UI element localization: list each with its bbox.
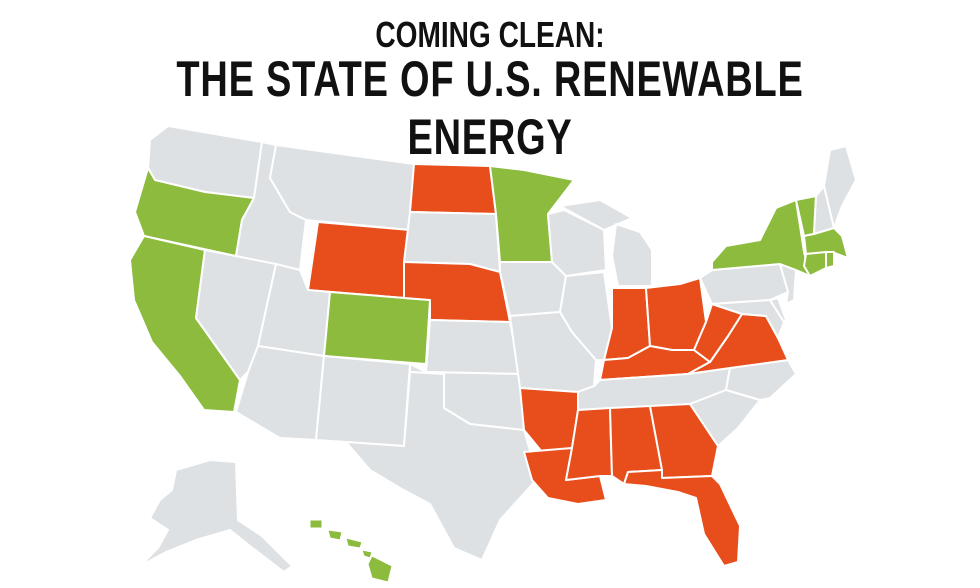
state-ks — [425, 319, 521, 375]
state-ia — [499, 261, 567, 317]
state-ri — [825, 251, 835, 269]
title-line-1: COMING CLEAN: — [375, 14, 605, 55]
state-nd — [409, 163, 497, 215]
state-de — [769, 297, 787, 323]
state-ny — [711, 199, 811, 277]
state-il — [559, 271, 613, 361]
state-oh — [645, 277, 707, 351]
state-fl — [623, 469, 741, 567]
state-tx — [345, 371, 539, 561]
state-ar — [519, 387, 579, 453]
state-ct — [803, 251, 827, 277]
state-wi — [547, 209, 607, 277]
state-ak — [139, 459, 293, 573]
state-hi — [309, 519, 393, 583]
state-mi — [559, 199, 653, 287]
state-sc — [689, 389, 761, 447]
state-nm — [315, 355, 411, 447]
state-co — [323, 291, 431, 365]
state-wy — [307, 221, 411, 299]
title-line-2: THE STATE OF U.S. RENEWABLE ENERGY — [176, 51, 804, 165]
